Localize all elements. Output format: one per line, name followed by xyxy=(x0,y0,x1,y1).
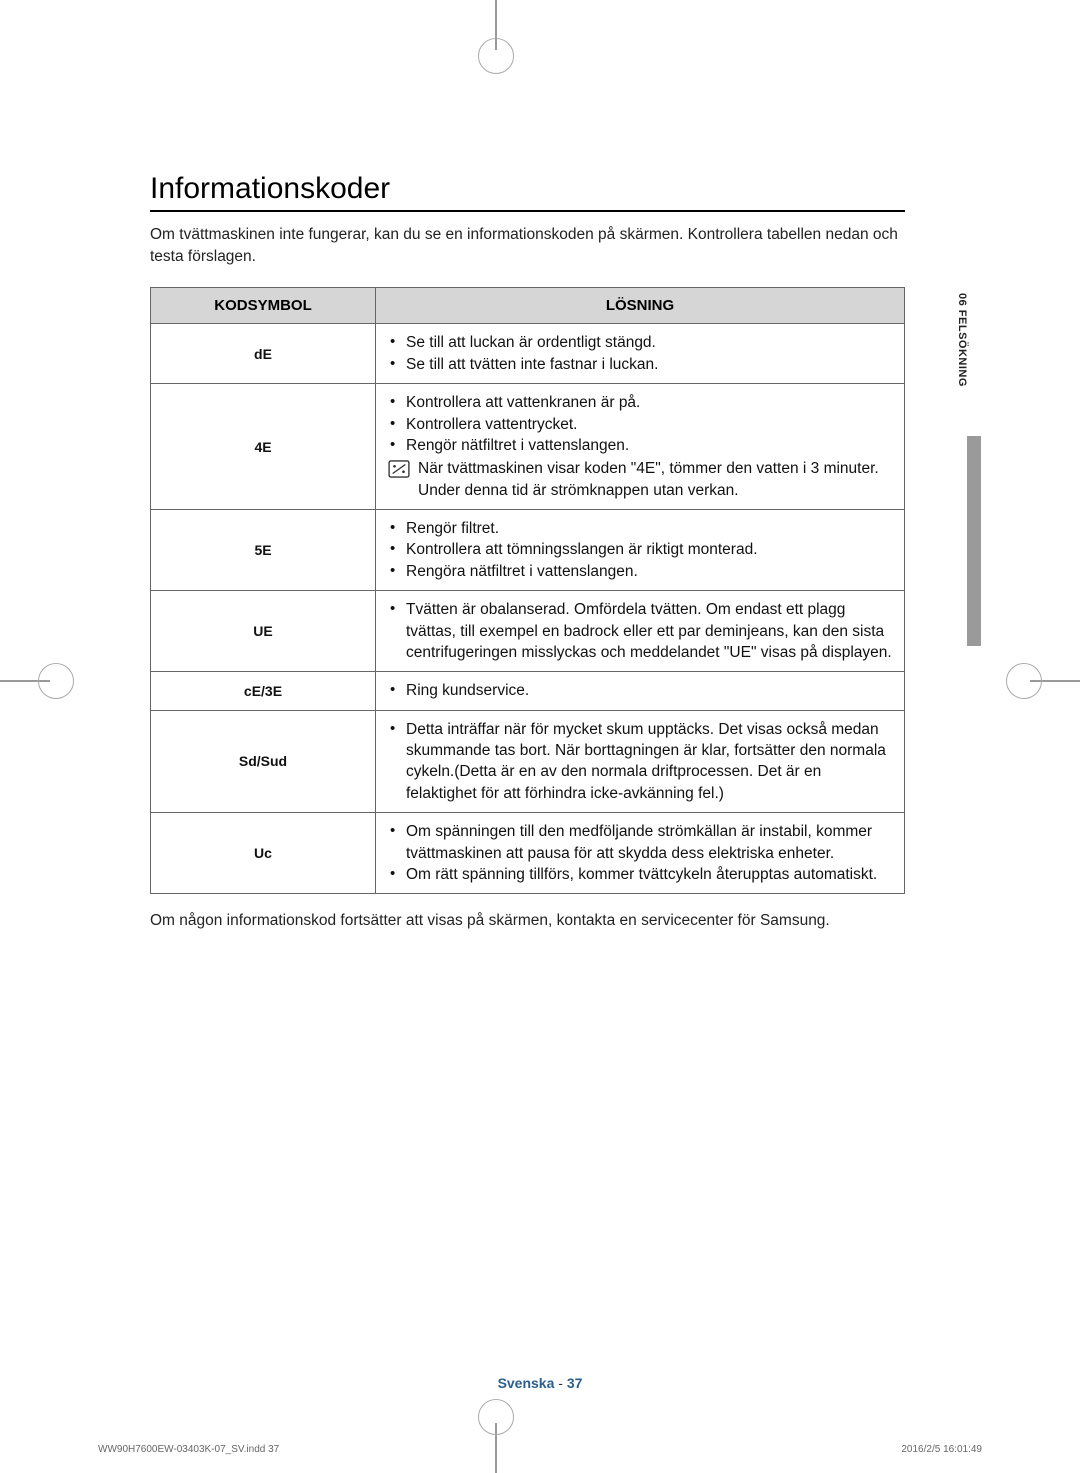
solution-list: Kontrollera att vattenkranen är på.Kontr… xyxy=(388,392,892,456)
table-header-solution: LÖSNING xyxy=(376,288,905,324)
page-title: Informationskoder xyxy=(150,172,905,212)
solution-cell: Ring kundservice. xyxy=(376,672,905,710)
list-item: Rengör filtret. xyxy=(388,518,892,539)
list-item: Kontrollera att vattenkranen är på. xyxy=(388,392,892,413)
note-row: När tvättmaskinen visar koden "4E", tömm… xyxy=(388,458,892,501)
code-cell: UE xyxy=(151,591,376,672)
solution-list: Rengör filtret.Kontrollera att tömningss… xyxy=(388,518,892,582)
list-item: Rengöra nätfiltret i vattenslangen. xyxy=(388,561,892,582)
table-row: dE Se till att luckan är ordentligt stäng… xyxy=(151,324,905,384)
crop-mark xyxy=(1006,663,1042,699)
code-cell: 5E xyxy=(151,510,376,591)
solution-cell: Se till att luckan är ordentligt stängd.… xyxy=(376,324,905,384)
list-item: Se till att luckan är ordentligt stängd. xyxy=(388,332,892,353)
table-row: 4EKontrollera att vattenkranen är på.Kon… xyxy=(151,384,905,510)
list-item: Om spänningen till den medföljande ström… xyxy=(388,821,892,864)
footer-language: Svenska xyxy=(498,1375,555,1391)
list-item: Rengör nätfiltret i vattenslangen. xyxy=(388,435,892,456)
list-item: Om rätt spänning tillförs, kommer tvättc… xyxy=(388,864,892,885)
solution-list: Tvätten är obalanserad. Omfördela tvätte… xyxy=(388,599,892,663)
table-row: 5ERengör filtret.Kontrollera att tömning… xyxy=(151,510,905,591)
table-header-code: KODSYMBOL xyxy=(151,288,376,324)
list-item: Kontrollera vattentrycket. xyxy=(388,414,892,435)
solution-cell: Om spänningen till den medföljande ström… xyxy=(376,813,905,894)
list-item: Ring kundservice. xyxy=(388,680,892,701)
solution-list: Om spänningen till den medföljande ström… xyxy=(388,821,892,885)
intro-text: Om tvättmaskinen inte fungerar, kan du s… xyxy=(150,224,905,267)
print-info: WW90H7600EW-03403K-07_SV.indd 37 2016/2/… xyxy=(98,1444,982,1455)
footer-page-number: 37 xyxy=(567,1375,583,1391)
solution-list: Detta inträffar när för mycket skum uppt… xyxy=(388,719,892,805)
list-item: Detta inträffar när för mycket skum uppt… xyxy=(388,719,892,805)
outro-text: Om någon informationskod fortsätter att … xyxy=(150,912,905,930)
note-text: När tvättmaskinen visar koden "4E", tömm… xyxy=(418,458,892,501)
crop-mark xyxy=(38,663,74,699)
solution-list: Se till att luckan är ordentligt stängd.… xyxy=(388,332,892,375)
code-cell: 4E xyxy=(151,384,376,510)
list-item: Se till att tvätten inte fastnar i lucka… xyxy=(388,354,892,375)
crop-mark xyxy=(478,1399,514,1435)
print-date: 2016/2/5 16:01:49 xyxy=(901,1444,982,1455)
table-row: cE/3E Ring kundservice. xyxy=(151,672,905,710)
solution-cell: Detta inträffar när för mycket skum uppt… xyxy=(376,710,905,813)
list-item: Tvätten är obalanserad. Omfördela tvätte… xyxy=(388,599,892,663)
table-row: Sd/SudDetta inträffar när för mycket sku… xyxy=(151,710,905,813)
code-cell: cE/3E xyxy=(151,672,376,710)
solution-cell: Tvätten är obalanserad. Omfördela tvätte… xyxy=(376,591,905,672)
section-tab-marker xyxy=(967,436,981,646)
table-row: Uc Om spänningen till den medföljande str… xyxy=(151,813,905,894)
section-tab-label: 06 FELSÖKNING xyxy=(956,293,968,387)
crop-mark xyxy=(478,38,514,74)
error-codes-table: KODSYMBOL LÖSNING dE Se till att luckan ä… xyxy=(150,287,905,894)
page-footer: Svenska - 37 xyxy=(0,1375,1080,1391)
note-icon xyxy=(388,460,410,478)
table-row: UETvätten är obalanserad. Omfördela tvät… xyxy=(151,591,905,672)
code-cell: Sd/Sud xyxy=(151,710,376,813)
print-file: WW90H7600EW-03403K-07_SV.indd 37 xyxy=(98,1444,279,1455)
page-content: Informationskoder Om tvättmaskinen inte … xyxy=(150,172,905,930)
code-cell: Uc xyxy=(151,813,376,894)
list-item: Kontrollera att tömningsslangen är rikti… xyxy=(388,539,892,560)
solution-cell: Rengör filtret.Kontrollera att tömningss… xyxy=(376,510,905,591)
code-cell: dE xyxy=(151,324,376,384)
footer-sep: - xyxy=(554,1375,566,1391)
solution-cell: Kontrollera att vattenkranen är på.Kontr… xyxy=(376,384,905,510)
solution-list: Ring kundservice. xyxy=(388,680,892,701)
